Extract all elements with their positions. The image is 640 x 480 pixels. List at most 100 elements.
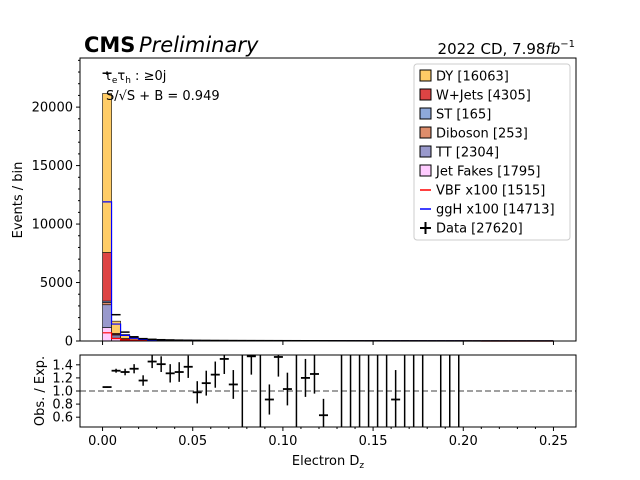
channel-sub-2: h [125, 76, 131, 86]
ratio-y-tick-label-0: 0.6 [52, 411, 73, 426]
channel-prefix: τ [104, 69, 112, 84]
legend-swatch-3 [419, 126, 432, 139]
experiment-label: CMS [84, 33, 135, 57]
ratio-y-tick-label-1: 0.8 [52, 398, 73, 413]
legend-frame [413, 63, 571, 241]
main-plot: 0 5000 10000 15000 20000 [32, 57, 577, 350]
ratio-point-7 [165, 364, 175, 383]
significance-label: S/√S + B = 0.949 [106, 89, 220, 104]
data-point-0 [102, 71, 112, 75]
ratio-y-axis-label: Obs. / Exp. [33, 356, 48, 426]
ratio-point-12 [210, 361, 220, 388]
ratio-point-13 [219, 355, 229, 374]
legend-signal-label-0: VBF x100 [1515] [436, 184, 545, 199]
main-y-tick-label-4: 20000 [32, 101, 73, 116]
channel-suffix: : ≥0j [131, 69, 166, 84]
legend-data: Data [27620] [420, 222, 523, 237]
bar-5-1 [111, 320, 121, 334]
legend: DY [16063] W+Jets [4305] ST [165] Diboson [… [413, 63, 571, 241]
legend-swatch-4 [419, 145, 432, 158]
ratio-y-tick-label-3: 1.2 [52, 371, 73, 386]
ratio-point-11 [201, 370, 211, 396]
main-axes-frame [79, 57, 577, 342]
ratio-point-20 [309, 355, 319, 394]
bar-2-0 [102, 302, 112, 306]
ratio-point-18 [282, 372, 292, 406]
legend-entry-2: ST [165] [419, 107, 491, 123]
legend-label-5: Jet Fakes [1795] [435, 165, 541, 180]
main-axis-ticks: 0 5000 10000 15000 20000 [32, 59, 554, 350]
main-y-tick-label-3: 15000 [32, 159, 73, 174]
main-y-tick-label-0: 0 [65, 335, 73, 350]
legend-signal-label-1: ggH x100 [14713] [436, 203, 555, 218]
ratio-point-1 [111, 368, 121, 373]
legend-label-4: TT [2304] [435, 146, 499, 161]
x-tick-label-4: 0.20 [449, 434, 478, 449]
legend-signal-0: VBF x100 [1515] [420, 184, 545, 199]
x-axis-label-main: Electron D [292, 454, 359, 469]
legend-swatch-1 [419, 88, 432, 101]
ratio-plot: 0.60.81.01.21.4 0.00 0.05 0.10 0.15 0.20 0.25 [52, 354, 577, 449]
legend-label-1: W+Jets [4305] [436, 89, 531, 104]
ratio-point-19 [300, 358, 310, 397]
channel-mid: τ [117, 69, 125, 84]
main-y-tick-label-2: 10000 [32, 218, 73, 233]
luminosity-exponent: −1 [560, 39, 575, 50]
ratio-point-15 [246, 355, 256, 375]
x-axis-label-sub: z [359, 461, 364, 471]
legend-entry-4: TT [2304] [419, 145, 499, 161]
channel-label: τeτh : ≥0j [104, 69, 166, 86]
bar-0-0 [102, 327, 112, 342]
bar-4-0 [102, 252, 112, 302]
ratio-points [102, 355, 460, 427]
status-label: Preliminary [139, 33, 259, 57]
x-tick-label-2: 0.10 [268, 434, 297, 449]
ratio-point-9 [183, 355, 193, 378]
ratio-point-21 [318, 398, 328, 427]
luminosity-label: 2022 CD, 7.98fb−1 [438, 39, 575, 58]
ratio-y-tick-label-2: 1.0 [52, 385, 73, 400]
legend-swatch-2 [419, 107, 432, 120]
x-tick-label-3: 0.15 [359, 434, 388, 449]
legend-entry-1: W+Jets [4305] [419, 88, 531, 104]
x-tick-label-0: 0.00 [88, 434, 117, 449]
ratio-point-3 [129, 364, 139, 374]
x-axis-label: Electron D​z [292, 454, 364, 471]
legend-label-2: ST [165] [436, 108, 491, 123]
legend-entry-5: Jet Fakes [1795] [419, 164, 541, 180]
ratio-axis-ticks: 0.60.81.01.21.4 0.00 0.05 0.10 0.15 0.20 0.25 [52, 358, 568, 449]
data-point-1 [111, 313, 121, 316]
ratio-point-5 [147, 355, 157, 369]
legend-swatch-0 [419, 69, 432, 82]
legend-data-label: Data [27620] [436, 222, 523, 237]
main-y-axis-label: Events / bin [11, 162, 26, 239]
ratio-point-2 [120, 368, 130, 376]
legend-label-3: Diboson [253] [436, 127, 528, 142]
bar-1-0 [102, 304, 112, 328]
bar-5-0 [102, 93, 112, 253]
ratio-point-0 [102, 386, 112, 388]
data-point-2 [120, 331, 130, 333]
bar-1-1 [111, 334, 121, 338]
ratio-point-6 [156, 356, 166, 373]
ratio-y-tick-label-4: 1.4 [52, 358, 73, 373]
legend-signal-1: ggH x100 [14713] [420, 203, 555, 218]
main-y-tick-label-1: 5000 [40, 276, 73, 291]
legend-entry-3: Diboson [253] [419, 126, 528, 142]
ratio-point-16 [264, 384, 274, 415]
ratio-point-8 [174, 362, 184, 382]
ratio-point-22 [391, 370, 401, 427]
x-tick-label-1: 0.05 [178, 434, 207, 449]
x-tick-label-5: 0.25 [539, 434, 568, 449]
ratio-point-10 [192, 381, 202, 404]
luminosity-text: 2022 CD, 7.98 [438, 40, 546, 58]
ratio-point-4 [138, 375, 148, 386]
legend-entry-0: DY [16063] [419, 69, 509, 85]
luminosity-unit: fb [545, 40, 560, 58]
ratio-point-17 [273, 355, 283, 377]
legend-label-0: DY [16063] [436, 70, 509, 85]
legend-swatch-5 [419, 164, 432, 177]
ratio-point-14 [228, 370, 238, 399]
channel-sub-1: e [112, 76, 118, 86]
